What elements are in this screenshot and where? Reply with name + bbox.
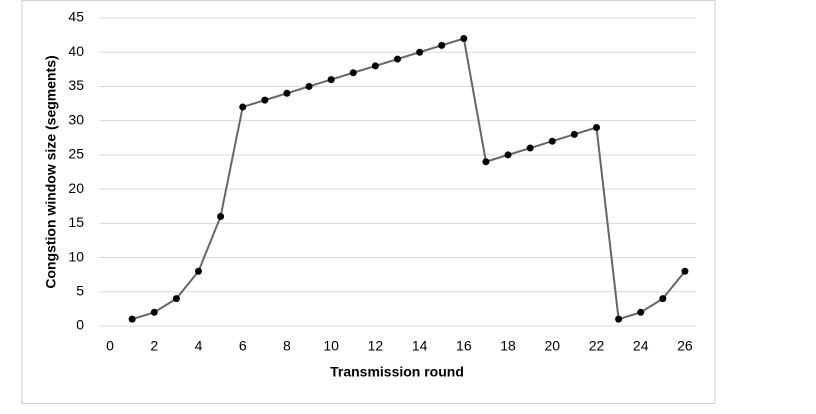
- y-tick-label: 10: [68, 248, 84, 264]
- data-point: [659, 295, 667, 303]
- data-point: [394, 55, 401, 63]
- x-tick-label: 2: [150, 338, 158, 354]
- data-point: [305, 82, 313, 90]
- data-point: [172, 295, 180, 303]
- x-tick-label: 6: [239, 338, 247, 354]
- x-tick-label: 14: [412, 338, 428, 354]
- y-axis-label: Congstion window size (segments): [43, 55, 59, 288]
- chart-frame: [21, 0, 716, 404]
- data-point: [349, 69, 357, 77]
- data-point: [504, 151, 512, 159]
- data-point: [593, 124, 600, 132]
- data-point: [548, 137, 556, 145]
- x-tick-label: 26: [677, 338, 693, 354]
- x-tick-label: 0: [106, 338, 114, 354]
- y-tick-label: 15: [68, 214, 84, 230]
- y-tick-label: 5: [76, 282, 84, 298]
- data-point: [570, 130, 578, 138]
- x-tick-label: 8: [283, 338, 291, 354]
- x-axis-label: Transmission round: [330, 364, 464, 380]
- x-tick-label: 16: [456, 338, 472, 354]
- data-point: [416, 48, 424, 56]
- data-point: [526, 144, 534, 152]
- data-point: [327, 76, 335, 84]
- data-point: [681, 267, 689, 275]
- x-tick-label: 10: [323, 338, 339, 354]
- data-point: [615, 315, 623, 323]
- x-tick-label: 12: [368, 338, 384, 354]
- y-tick-label: 45: [68, 9, 84, 25]
- y-tick-label: 35: [68, 77, 84, 93]
- data-point: [460, 35, 468, 43]
- data-point: [371, 62, 379, 70]
- data-point: [438, 41, 446, 49]
- data-line: [131, 37, 686, 321]
- y-tick-label: 40: [68, 43, 84, 59]
- y-tick-label: 30: [68, 111, 84, 127]
- y-tick-label: 20: [68, 180, 84, 196]
- data-point: [283, 89, 291, 97]
- x-tick-label: 18: [500, 338, 516, 354]
- data-point: [150, 308, 158, 316]
- y-tick-label: 25: [68, 146, 84, 162]
- y-tick-label: 0: [76, 317, 84, 333]
- data-point: [637, 308, 645, 316]
- x-tick-label: 4: [195, 338, 203, 354]
- data-point: [128, 315, 136, 323]
- data-point: [239, 103, 247, 111]
- x-tick-label: 24: [633, 338, 649, 354]
- data-point: [217, 212, 225, 220]
- x-tick-label: 22: [589, 338, 605, 354]
- data-point: [482, 158, 490, 166]
- x-tick-label: 20: [544, 338, 560, 354]
- data-point: [261, 96, 269, 104]
- data-point: [195, 267, 202, 275]
